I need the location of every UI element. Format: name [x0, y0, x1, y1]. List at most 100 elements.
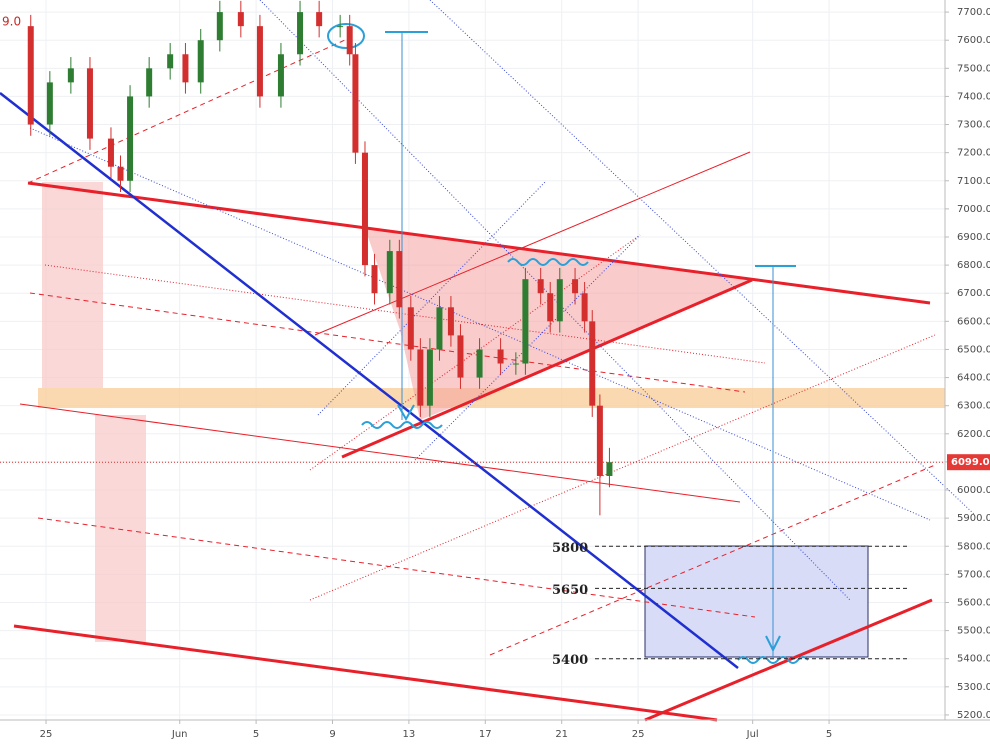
candle-body [352, 54, 359, 153]
x-tick-label: 5 [826, 729, 832, 740]
squiggle [765, 635, 781, 653]
support-zone [38, 388, 945, 408]
corner-text: 9.0 [2, 15, 21, 29]
y-tick-label: 6000.0 [957, 485, 990, 496]
candle-body [127, 96, 134, 181]
channel-line [44, 264, 766, 364]
candle-body [117, 166, 124, 181]
blue-dotted [317, 181, 546, 416]
candle-body [596, 405, 603, 476]
axes: 5200.0 5300.0 5400.0 5500.0 5600.0 5700.0 5800… [40, 7, 990, 740]
x-tick-label: 21 [555, 729, 568, 740]
candle-body [182, 54, 189, 83]
highlight-circle [327, 23, 365, 49]
channel-line [37, 517, 756, 618]
y-tick-label: 6800.0 [957, 260, 990, 271]
level-label: 5800 [552, 541, 588, 556]
channel-line [19, 403, 741, 503]
x-tick-label: 5 [253, 729, 259, 740]
candle-body [256, 26, 263, 97]
candle-body [436, 307, 443, 350]
y-tick-label: 5800.0 [957, 541, 990, 552]
candle-body [371, 265, 378, 294]
x-tick-label: Jun [171, 729, 188, 740]
candle-body [556, 279, 563, 322]
x-tick-label: 25 [40, 729, 53, 740]
candle-body [606, 462, 613, 476]
candle-body [547, 293, 554, 322]
candle-body [361, 152, 368, 266]
candle-body [417, 349, 424, 406]
candle-body [297, 12, 304, 55]
y-tick-label: 5900.0 [957, 513, 990, 524]
channel-line [29, 292, 746, 393]
candle-body [396, 251, 403, 308]
candle-body [572, 279, 579, 294]
candle-body [277, 54, 284, 97]
channel-line [27, 39, 346, 184]
candle-body [512, 363, 519, 365]
x-tick-label: 17 [479, 729, 492, 740]
y-tick-label: 7600.0 [957, 35, 990, 46]
candle-body [457, 335, 464, 378]
candles [27, 0, 613, 516]
candle-body [426, 349, 433, 406]
candle-body [589, 321, 596, 406]
blue-dotted [259, 0, 851, 601]
candle-body [407, 307, 414, 350]
y-tick-label: 7700.0 [957, 7, 990, 18]
pink-range [42, 182, 103, 388]
y-tick-label: 6700.0 [957, 288, 990, 299]
candle-body [476, 349, 483, 378]
y-tick-label: 6400.0 [957, 373, 990, 384]
blue-trend [0, 92, 739, 669]
trend-line [341, 278, 753, 459]
level-label: 5400 [552, 653, 588, 668]
squiggle [397, 404, 415, 422]
candle-body [537, 279, 544, 294]
candle-body [27, 26, 34, 125]
y-tick-label: 7100.0 [957, 176, 990, 187]
candle-body [237, 12, 244, 27]
last-price-label: 6099.0 [951, 457, 990, 468]
candle-body [167, 54, 174, 69]
level-label: 5650 [552, 583, 588, 598]
candle-body [447, 307, 454, 336]
pink-range [95, 415, 146, 642]
candle-body [197, 40, 204, 83]
channel-line [314, 151, 751, 336]
x-tick-label: 13 [403, 729, 416, 740]
candle-body [346, 26, 353, 55]
channel-line [309, 334, 936, 601]
candle-body [146, 68, 153, 97]
y-tick-label: 5400.0 [957, 654, 990, 665]
trend-line [13, 624, 718, 722]
trend-line [27, 181, 931, 305]
y-tick-label: 5300.0 [957, 682, 990, 693]
y-tick-label: 5600.0 [957, 597, 990, 608]
squiggle [507, 258, 589, 266]
y-tick-label: 7500.0 [957, 63, 990, 74]
y-tick-label: 6300.0 [957, 401, 990, 412]
y-tick-label: 5200.0 [957, 710, 990, 721]
candle-body [107, 138, 114, 167]
candle-body [86, 68, 93, 139]
squiggle [737, 656, 809, 664]
blue-dotted [429, 0, 976, 516]
y-tick-label: 5700.0 [957, 569, 990, 580]
y-tick-label: 7300.0 [957, 120, 990, 131]
candle-body [522, 279, 529, 364]
y-tick-label: 6500.0 [957, 344, 990, 355]
x-tick-label: Jul [746, 729, 759, 740]
x-tick-label: 9 [329, 729, 335, 740]
y-tick-label: 6600.0 [957, 316, 990, 327]
candle-body [46, 82, 53, 125]
candle-body [216, 12, 223, 41]
levels: 5800 5650 5400 [0, 461, 945, 668]
candle-body [386, 251, 393, 294]
y-tick-label: 7400.0 [957, 91, 990, 102]
candle-body [497, 349, 504, 364]
candle-body [316, 12, 323, 27]
y-tick-label: 7000.0 [957, 204, 990, 215]
